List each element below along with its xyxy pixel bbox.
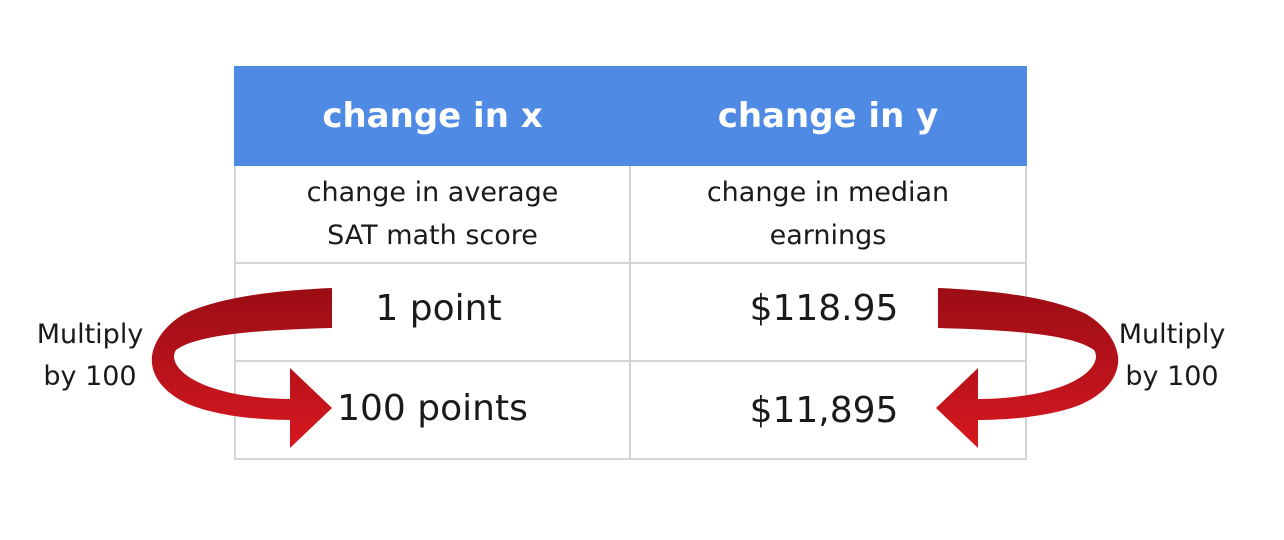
header-change-in-y: change in y: [629, 66, 1027, 166]
value-y-2: $11,895: [629, 360, 1027, 460]
description-y-line-2: earnings: [769, 220, 887, 251]
description-y-line-1: change in median: [706, 177, 950, 208]
curved-arrow-down-right-icon: [151, 288, 332, 448]
value-y-2-text: $11,895: [749, 389, 899, 431]
value-x-2: 100 points: [234, 360, 631, 460]
description-row: change in average SAT math score change …: [234, 164, 1027, 264]
curved-arrow-down-left-icon: [936, 288, 1119, 448]
description-x-line-1: change in average: [306, 177, 559, 208]
multiply-label-left-line-2: by 100: [43, 361, 137, 392]
scaling-table: change in x change in y change in averag…: [234, 66, 1027, 460]
multiply-label-right-line-2: by 100: [1125, 361, 1219, 392]
description-y-cell: change in median earnings: [629, 164, 1027, 264]
description-x-cell: change in average SAT math score: [234, 164, 631, 264]
multiply-label-right: Multiply by 100: [1092, 314, 1252, 398]
description-x-line-2: SAT math score: [327, 220, 538, 251]
value-x-2-text: 100 points: [337, 387, 528, 429]
header-row: change in x change in y: [234, 66, 1027, 166]
multiply-label-right-line-1: Multiply: [1118, 319, 1226, 350]
multiply-label-left-line-1: Multiply: [36, 319, 144, 350]
header-change-in-x: change in x: [234, 66, 631, 166]
value-y-1-text: $118.95: [749, 287, 899, 329]
table-row: 100 points $11,895: [234, 360, 1027, 460]
value-x-1-text: 1 point: [375, 287, 502, 329]
multiply-label-left: Multiply by 100: [10, 314, 170, 398]
